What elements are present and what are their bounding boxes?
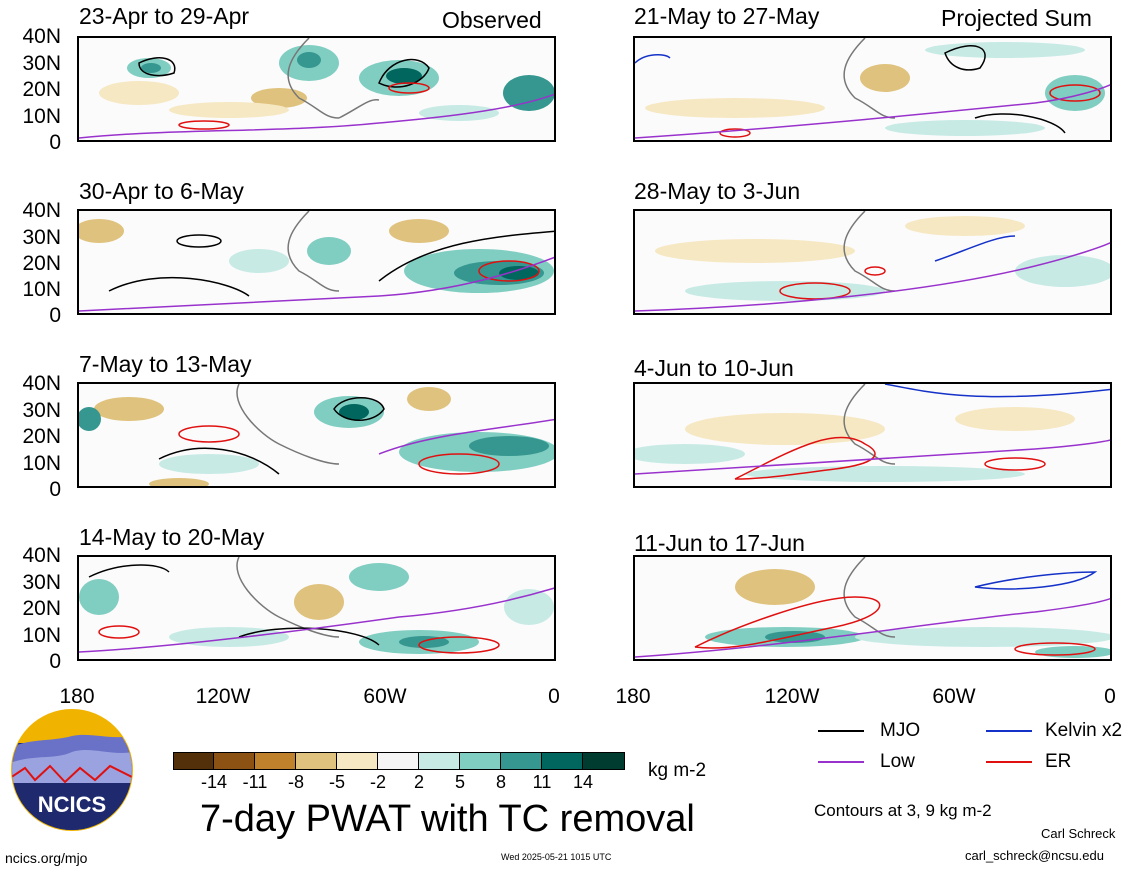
colorbar-label: 5 [454,772,465,792]
colorbar-label: 8 [495,772,506,792]
colorbar-swatch [254,752,296,770]
ncics-logo: NCICS [10,708,134,832]
colorbar-swatch [336,752,378,770]
site-url[interactable]: ncics.org/mjo [5,850,88,866]
lat-label: 10N [22,452,61,475]
colorbar-swatch [295,752,337,770]
colorbar-swatch [582,752,625,770]
colorbar-label: -2 [369,772,386,792]
lat-label: 10N [22,278,61,301]
lon-label: 0 [548,685,560,708]
lat-label: 30N [22,571,61,594]
lat-label: 10N [22,624,61,647]
lon-label: 0 [1104,685,1116,708]
colorbar-units: kg m-2 [648,760,707,781]
lat-label: 10N [22,105,61,128]
lat-label: 30N [22,52,61,75]
map-graphic [635,38,1110,139]
panel-title-right-4: 11-Jun to 17-Jun [634,530,805,556]
map-graphic [635,557,1110,658]
lon-label: 120W [764,685,820,708]
lat-label: 40N [22,372,61,395]
lon-label: 60W [363,685,407,708]
map-panel-right-2 [633,209,1112,315]
panel-title-left-3: 7-May to 13-May [79,351,252,377]
colorbar-swatch [377,752,419,770]
legend-low-swatch [818,761,864,763]
main-title: 7-day PWAT with TC removal [200,798,695,840]
colorbar-label: -11 [242,772,268,792]
colorbar-swatch [213,752,255,770]
colorbar-label: -5 [328,772,345,792]
map-graphic [79,384,554,486]
legend-er-label: ER [1045,751,1072,772]
map-graphic [79,38,554,139]
map-graphic [635,211,1110,312]
author-name: Carl Schreck [1041,826,1116,841]
colorbar-swatch [500,752,542,770]
contours-note: Contours at 3, 9 kg m-2 [814,801,992,820]
map-panel-left-3 [77,382,556,488]
colorbar-swatch [418,752,460,770]
map-panel-right-1 [633,36,1112,142]
colorbar-label: 2 [413,772,424,792]
legend-kelvin-swatch [986,730,1032,732]
legend-mjo-label: MJO [880,720,921,741]
lat-label: 20N [22,425,61,448]
lat-label: 20N [22,78,61,101]
lon-label: 180 [615,685,651,708]
lon-label: 60W [932,685,976,708]
panel-title-left-1: 23-Apr to 29-Apr [79,3,250,29]
lat-label: 40N [22,544,61,567]
logo-text: NCICS [38,792,106,817]
panel-title-right-3: 4-Jun to 10-Jun [634,355,794,381]
lat-label: 20N [22,252,61,275]
colorbar-label: 14 [572,772,594,792]
panel-title-left-4: 14-May to 20-May [79,524,265,550]
lat-label: 0 [49,131,61,154]
map-graphic [79,211,554,312]
colorbar-label: 11 [532,772,552,792]
colorbar-swatch [173,752,214,770]
lat-label: 30N [22,226,61,249]
map-graphic [635,384,1110,482]
map-graphic [79,557,554,654]
timestamp: Wed 2025-05-21 1015 UTC [501,852,612,862]
author-email[interactable]: carl_schreck@ncsu.edu [965,848,1104,863]
lat-label: 20N [22,597,61,620]
legend-low-label: Low [880,751,915,772]
observed-label: Observed [442,7,542,33]
panel-title-right-1: 21-May to 27-May [634,3,820,29]
lon-label: 120W [195,685,251,708]
colorbar-swatch [541,752,583,770]
colorbar-label: -8 [287,772,304,792]
panel-title-left-2: 30-Apr to 6-May [79,178,244,204]
projected-sum-label: Projected Sum [941,5,1092,31]
lat-label: 0 [49,478,61,501]
panel-title-right-2: 28-May to 3-Jun [634,178,801,204]
lat-label: 40N [22,25,61,48]
legend-mjo-swatch [818,730,864,732]
map-panel-left-2 [77,209,556,315]
lon-label: 180 [59,685,95,708]
legend-kelvin-label: Kelvin x2 [1045,720,1123,741]
lat-label: 30N [22,399,61,422]
lat-label: 0 [49,304,61,327]
lat-label: 40N [22,199,61,222]
legend-er-swatch [986,761,1032,763]
colorbar-swatch [459,752,501,770]
map-panel-right-3 [633,382,1112,488]
map-panel-right-4 [633,555,1112,661]
colorbar-label: -14 [200,772,227,792]
map-panel-left-1 [77,36,556,142]
map-panel-left-4 [77,555,556,661]
lat-label: 0 [49,650,61,673]
